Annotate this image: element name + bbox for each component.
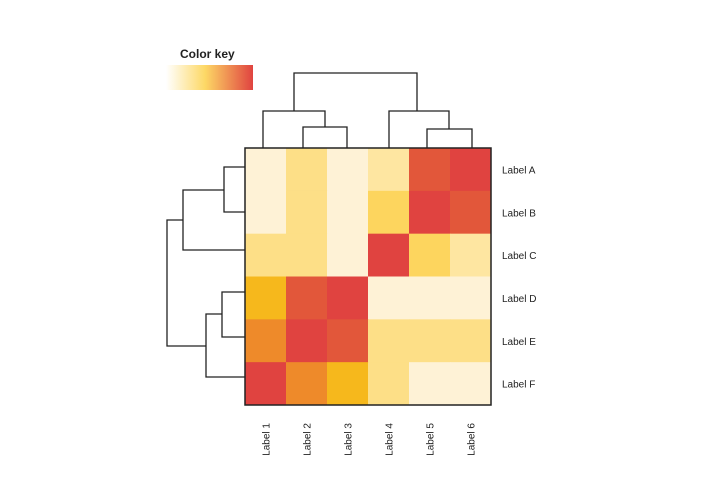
heatmap-cell <box>327 148 369 192</box>
dendrogram-branch <box>166 219 206 347</box>
heatmap-cell <box>409 362 451 406</box>
dendrogram-branch <box>223 166 245 213</box>
heatmap-cell <box>450 148 492 192</box>
heatmap-cell <box>327 276 369 320</box>
column-label: Label 2 <box>303 423 314 456</box>
column-label: Label 3 <box>344 423 355 456</box>
heatmap-cell <box>409 233 451 277</box>
heatmap-cell <box>450 233 492 277</box>
heatmap-cell <box>368 362 410 406</box>
heatmap-cell <box>450 319 492 363</box>
heatmap-cell <box>286 276 328 320</box>
dendrogram-branch <box>221 291 245 338</box>
row-label: Label C <box>502 251 536 262</box>
heatmap-cell <box>245 148 287 192</box>
heatmap-border <box>244 147 492 406</box>
heatmap-cell <box>409 319 451 363</box>
heatmap-cell <box>450 276 492 320</box>
column-label: Label 4 <box>385 423 396 456</box>
color-key-title: Color key <box>180 47 235 61</box>
heatmap-cell <box>245 362 287 406</box>
dendrogram-branch <box>388 110 450 148</box>
dendrogram-branch <box>426 128 473 148</box>
column-label: Label 5 <box>426 423 437 456</box>
row-label: Label B <box>502 208 536 219</box>
color-key-gradient <box>166 65 253 90</box>
dendrogram-branch <box>205 313 245 378</box>
heatmap-cell <box>245 276 287 320</box>
heatmap-cell <box>286 362 328 406</box>
heatmap-cell <box>286 148 328 192</box>
dendrogram-branch <box>262 110 326 148</box>
heatmap-cell <box>450 362 492 406</box>
row-label: Label E <box>502 337 536 348</box>
dendrogram-branch <box>302 126 348 148</box>
heatmap-cell <box>286 319 328 363</box>
heatmap-cell <box>409 190 451 235</box>
heatmap-cell <box>327 319 369 363</box>
heatmap-cell <box>368 233 410 277</box>
row-label: Label F <box>502 380 535 391</box>
heatmap-cell <box>368 276 410 320</box>
heatmap-cell <box>286 233 328 277</box>
heatmap-cell <box>245 319 287 363</box>
heatmap-cell <box>409 148 451 192</box>
row-label: Label D <box>502 294 536 305</box>
heatmap-cell <box>245 233 287 277</box>
heatmap-cell <box>368 319 410 363</box>
heatmap-cell <box>450 190 492 235</box>
heatmap-cell <box>286 190 328 235</box>
heatmap-cell <box>327 362 369 406</box>
row-label: Label A <box>502 165 536 176</box>
heatmap-cell <box>245 190 287 235</box>
heatmap-cell <box>409 276 451 320</box>
dendrogram-branch <box>293 72 418 111</box>
column-label: Label 1 <box>262 423 273 456</box>
heatmap-cell <box>368 190 410 235</box>
dendrogram-branch <box>182 189 245 251</box>
column-label: Label 6 <box>467 423 478 456</box>
heatmap-cell <box>327 190 369 235</box>
heatmap-cell <box>327 233 369 277</box>
heatmap-cell <box>368 148 410 192</box>
